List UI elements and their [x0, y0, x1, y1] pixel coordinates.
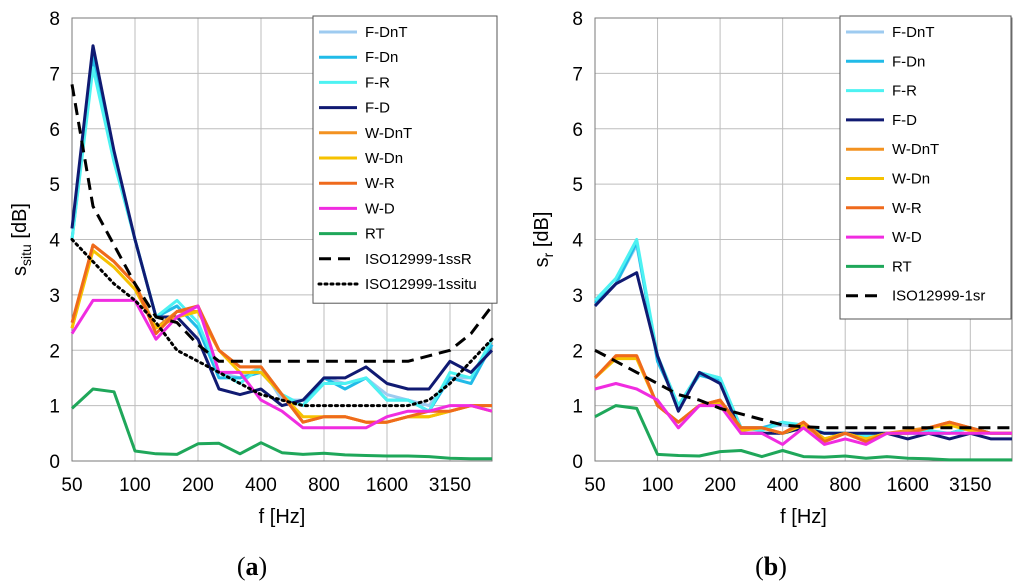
legend-label: F-R: [365, 74, 390, 91]
series-line-f-d: [70, 44, 494, 408]
legend-label: F-DnT: [892, 24, 935, 41]
panel-label-paren: ): [778, 552, 787, 581]
legend-label: W-D: [365, 200, 395, 217]
legend-label: F-DnT: [365, 24, 408, 41]
y-tick-label: 7: [572, 64, 583, 85]
series-line-rt: [70, 387, 492, 461]
legend-label: RT: [892, 258, 912, 275]
legend-label: F-R: [892, 83, 917, 100]
x-tick-label: 50: [61, 475, 82, 496]
y-tick-label: 3: [572, 286, 583, 307]
legend-label: W-Dn: [365, 150, 403, 167]
x-tick-label: 1600: [887, 475, 929, 496]
x-tick-label: 100: [642, 475, 674, 496]
series-line-w-d: [70, 298, 493, 430]
legend-label: W-D: [892, 229, 922, 246]
series-line-iso12999-1ssr: [70, 84, 494, 363]
legend-label: ISO12999-1ssR: [365, 251, 472, 268]
x-tick-label: 800: [829, 475, 861, 496]
y-axis-label-symbol: s: [9, 266, 31, 276]
x-tick-label: 100: [119, 475, 151, 496]
legend-box: [839, 15, 1012, 320]
legend-label: W-DnT: [365, 125, 412, 142]
legend-label: F-D: [365, 100, 390, 117]
y-tick-label: 1: [572, 397, 583, 418]
y-axis-label-unit: [dB]: [9, 203, 31, 244]
series-line-iso12999-1sr: [594, 348, 1012, 430]
legend-label: ISO12999-1ssitu: [365, 276, 477, 293]
panel-label-paren: (: [755, 552, 764, 581]
legend-label: RT: [365, 226, 385, 243]
y-tick-label: 6: [49, 120, 60, 141]
panel-label-paren: ): [259, 552, 268, 581]
legend-label: F-Dn: [892, 53, 925, 70]
legend-label: ISO12999-1sr: [892, 288, 985, 305]
y-tick-label: 0: [572, 452, 583, 473]
x-axis-label: f [Hz]: [780, 506, 827, 528]
x-tick-label: 800: [308, 475, 340, 496]
x-tick-label: 3150: [949, 475, 991, 496]
x-tick-label: 400: [245, 475, 277, 496]
y-tick-label: 0: [49, 452, 60, 473]
panel-label-letter: b: [764, 552, 778, 581]
x-tick-label: 50: [584, 475, 605, 496]
y-tick-label: 8: [572, 9, 583, 30]
y-tick-label: 5: [49, 175, 60, 196]
x-axis-label: f [Hz]: [259, 506, 306, 528]
panel-label-letter: a: [246, 552, 259, 581]
y-tick-label: 4: [49, 231, 60, 252]
y-tick-label: 3: [49, 286, 60, 307]
x-tick-label: 1600: [366, 475, 408, 496]
series-line-rt: [594, 404, 1012, 462]
series-line-w-r: [70, 243, 492, 424]
x-tick-label: 400: [767, 475, 799, 496]
x-tick-label: 200: [704, 475, 736, 496]
y-axis-label-unit: [dB]: [531, 212, 553, 253]
legend-label: F-D: [892, 112, 917, 129]
legend-label: W-R: [365, 175, 395, 192]
panel-label: (b): [755, 552, 787, 581]
y-tick-label: 6: [572, 120, 583, 141]
y-tick-label: 7: [49, 64, 60, 85]
legend: F-DnT F-Dn F-R F-D W-DnT W-Dn W-R W-D RT ISO12999…: [839, 15, 1012, 320]
legend-label: W-Dn: [892, 171, 930, 188]
series-line-w-d: [594, 382, 1012, 446]
y-axis-label-symbol: s: [531, 257, 553, 267]
panel-label: (a): [237, 552, 267, 581]
x-tick-label: 3150: [429, 475, 471, 496]
y-tick-label: 5: [572, 175, 583, 196]
y-axis-label: sr [dB]: [531, 212, 556, 268]
y-axis-label-subscript: situ: [18, 244, 34, 266]
panel-label-paren: (: [237, 552, 246, 581]
y-tick-label: 4: [572, 231, 583, 252]
legend-label: F-Dn: [365, 49, 398, 66]
legend-label: W-R: [892, 200, 922, 217]
y-tick-label: 2: [49, 341, 60, 362]
legend-box: [312, 15, 498, 304]
x-tick-label: 200: [182, 475, 214, 496]
y-tick-label: 2: [572, 341, 583, 362]
y-tick-label: 8: [49, 9, 60, 30]
y-axis-label: ssitu [dB]: [9, 203, 34, 276]
y-axis-label-subscript: r: [540, 252, 556, 257]
y-tick-label: 1: [49, 397, 60, 418]
plot-area-border: [594, 17, 1013, 462]
legend: F-DnT F-Dn F-R F-D W-DnT W-Dn W-R W-D RT ISO12999…: [312, 15, 498, 304]
series-line-iso12999-1ssitu: [70, 238, 494, 408]
legend-label: W-DnT: [892, 141, 939, 158]
